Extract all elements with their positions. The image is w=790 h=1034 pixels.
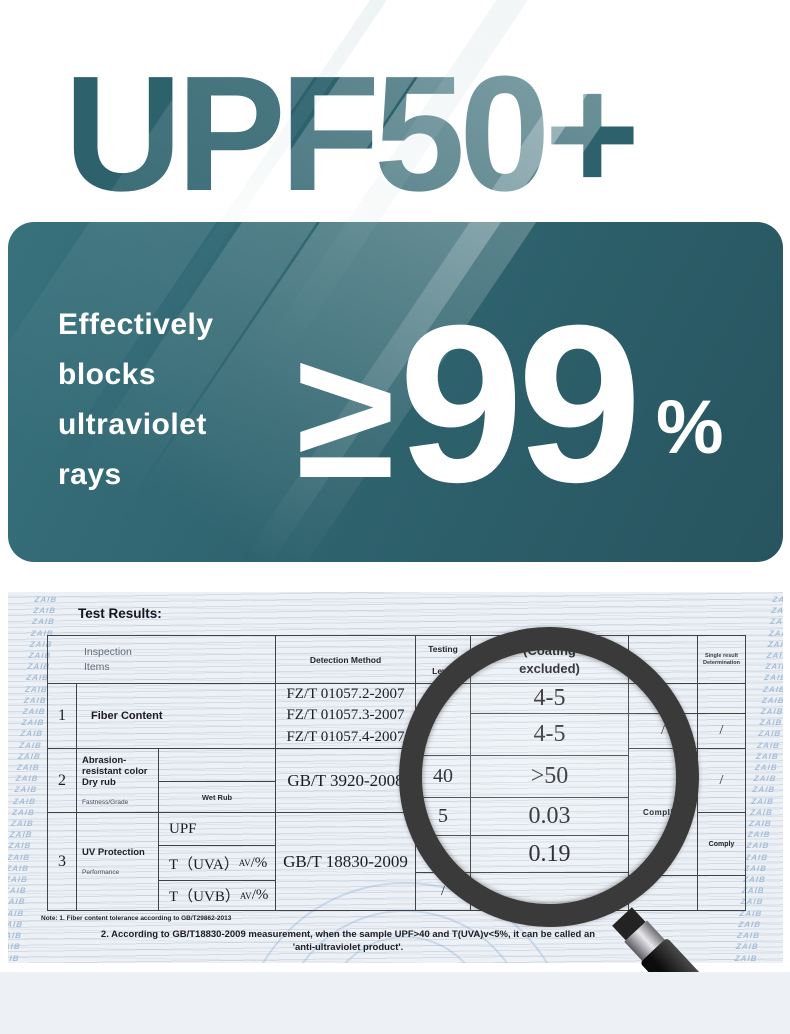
item-sublabel: Performance bbox=[82, 869, 120, 876]
empty-cell bbox=[159, 749, 276, 782]
note-text: 2. According to GB/T18830-2009 measureme… bbox=[100, 929, 596, 940]
sub-label: T（UVB） bbox=[169, 889, 240, 905]
method-standard: FZ/T 01057.2-2007 bbox=[286, 685, 405, 702]
subscript: AV bbox=[239, 890, 252, 901]
row-number: 3 bbox=[48, 813, 77, 911]
claim-text: Effectively blocks ultraviolet rays bbox=[58, 300, 214, 500]
row-number: 2 bbox=[48, 749, 77, 813]
row-number: 1 bbox=[48, 684, 77, 749]
sub-label: T（UVA） bbox=[169, 856, 239, 873]
upf-title: UPF50+ bbox=[64, 42, 640, 225]
item-label: Abrasion-resistant color Dry rub bbox=[82, 755, 148, 788]
item-uv-protection: UV Protection Performance bbox=[77, 813, 159, 911]
item-upf: UPF bbox=[159, 813, 276, 846]
header-detection-method: Detection Method bbox=[276, 636, 416, 684]
claim-line: blocks bbox=[58, 358, 157, 391]
single-slash: / bbox=[698, 714, 746, 749]
header-text: Single result bbox=[704, 652, 738, 659]
item-sublabel: Fastness/Grade bbox=[82, 799, 129, 806]
note-line-1: Note: 1. Fiber content tolerance accordi… bbox=[41, 915, 232, 922]
header-text: Items bbox=[84, 660, 110, 673]
note-line-2: 2. According to GB/T18830-2009 measureme… bbox=[68, 929, 628, 954]
header-text: Determination bbox=[703, 659, 740, 666]
detection-methods: FZ/T 01057.2-2007 FZ/T 01057.3-2007 FZ/T… bbox=[276, 684, 416, 749]
blocking-stat: ≥ 99 % bbox=[296, 279, 724, 529]
item-abrasion: Abrasion-resistant color Dry rub Fastnes… bbox=[77, 749, 159, 813]
bottom-strip bbox=[0, 972, 790, 1034]
greater-equal-sign: ≥ bbox=[296, 315, 395, 517]
item-wet-rub: Wet Rub bbox=[159, 782, 276, 813]
method-standard: FZ/T 01057.4-2007 bbox=[286, 728, 405, 745]
sub-unit: /% bbox=[251, 887, 269, 903]
method-standard: GB/T 3920-2008 bbox=[276, 749, 416, 813]
single-comply: Comply bbox=[698, 813, 746, 876]
magnifier-ring bbox=[399, 627, 699, 927]
claim-line: ultraviolet bbox=[58, 408, 207, 441]
subscript: AV bbox=[238, 858, 251, 868]
method-standard: GB/T 18830-2009 bbox=[276, 813, 416, 911]
header-text: Inspection bbox=[84, 645, 132, 658]
header-text: Testing bbox=[428, 643, 458, 654]
item-t-uva: T（UVA） AV/% bbox=[159, 846, 276, 881]
claim-line: rays bbox=[58, 458, 122, 491]
sub-label: UPF bbox=[169, 820, 197, 837]
item-fiber-content: Fiber Content bbox=[77, 684, 276, 749]
item-t-uvb: T（UVB） AV/% bbox=[159, 881, 276, 911]
empty-cell bbox=[698, 876, 746, 911]
single-slash: / bbox=[698, 749, 746, 813]
method-standard: FZ/T 01057.3-2007 bbox=[286, 707, 405, 724]
claim-line: Effectively bbox=[58, 308, 214, 341]
empty-cell bbox=[698, 684, 746, 714]
note-text: 'anti-ultraviolet product'. bbox=[292, 941, 404, 953]
header-inspection-items: Inspection Items bbox=[48, 636, 276, 684]
item-label: UV Protection bbox=[82, 847, 145, 858]
percent-sign: % bbox=[655, 384, 724, 470]
sub-unit: /% bbox=[250, 854, 268, 871]
empty-cell bbox=[629, 876, 698, 911]
stat-value: 99 bbox=[398, 279, 642, 529]
header-single-result: Single result Determination bbox=[698, 636, 746, 684]
report-heading: Test Results: bbox=[78, 606, 162, 621]
